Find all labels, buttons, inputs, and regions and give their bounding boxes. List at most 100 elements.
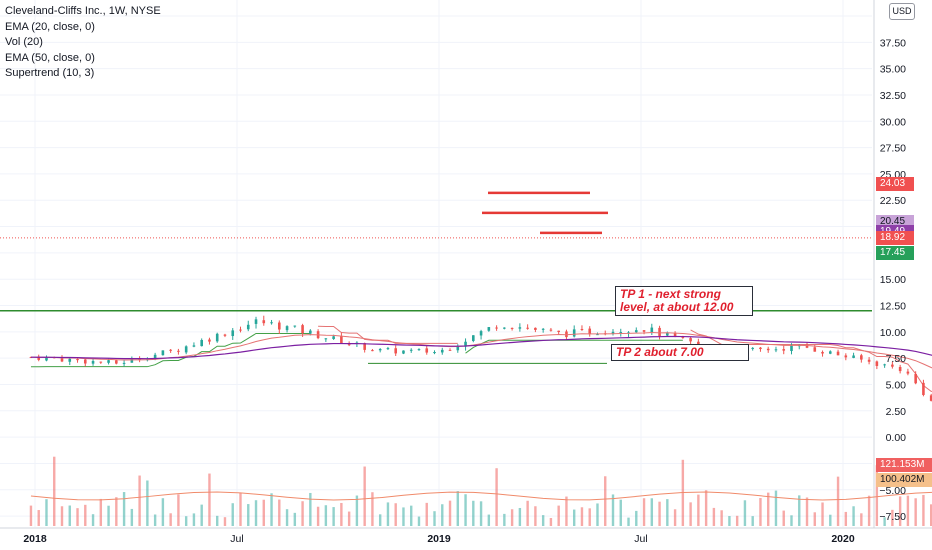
- volume-bar: [735, 515, 739, 526]
- candle-body: [68, 358, 72, 362]
- volume-bar: [464, 494, 467, 526]
- volume-bar: [572, 509, 576, 526]
- candle-body: [91, 361, 95, 364]
- x-tick-label: Jul: [230, 533, 243, 545]
- volume-bar: [254, 500, 258, 526]
- candle-body: [774, 349, 778, 351]
- volume-bar: [658, 501, 661, 526]
- candle-body: [223, 334, 227, 336]
- volume-bar: [138, 475, 141, 526]
- candle-body: [821, 351, 824, 354]
- currency-button[interactable]: USD: [889, 3, 915, 20]
- ema20-line: [30, 331, 932, 369]
- volume-bar: [518, 507, 522, 526]
- legend-ema20[interactable]: EMA (20, close, 0): [5, 20, 95, 33]
- y-tick-label: 10.00: [880, 327, 906, 339]
- candle-body: [122, 362, 126, 364]
- candle-body: [115, 360, 118, 364]
- legend-ema50[interactable]: EMA (50, close, 0): [5, 51, 95, 64]
- candle-body: [526, 327, 529, 329]
- candle-body: [790, 345, 793, 352]
- y-tick-label: 12.50: [880, 301, 906, 313]
- candle-body: [836, 351, 840, 356]
- volume-bar: [107, 505, 110, 526]
- candle-body: [254, 319, 258, 324]
- volume-bar: [875, 465, 879, 526]
- volume-bar: [402, 507, 405, 526]
- volume-ma-line: [30, 491, 932, 501]
- volume-bar: [541, 515, 545, 526]
- candle-body: [324, 338, 328, 340]
- candle-body: [751, 347, 754, 349]
- volume-bar: [697, 494, 700, 526]
- ema50-line: [30, 335, 932, 360]
- candle-body: [215, 333, 219, 342]
- candle-body: [262, 320, 266, 324]
- candle-body: [619, 332, 623, 334]
- candle-body: [130, 358, 134, 363]
- candle-body: [766, 348, 770, 351]
- volume-bar: [355, 495, 359, 526]
- legend-supertrend[interactable]: Supertrend (10, 3): [5, 67, 95, 79]
- volume-bar: [29, 505, 33, 526]
- volume-bar: [759, 498, 762, 526]
- y-tick-label: 22.50: [880, 195, 906, 207]
- volume-bar: [316, 506, 320, 526]
- volume-bar: [790, 515, 793, 526]
- candle-body: [448, 349, 452, 351]
- volume-bar: [805, 497, 809, 526]
- candle-body: [479, 331, 483, 336]
- candle-body: [759, 347, 762, 350]
- y-tick-label: 30.00: [880, 116, 906, 128]
- volume-bars: [29, 456, 932, 526]
- candle-body: [782, 349, 786, 351]
- candle-body: [60, 358, 64, 362]
- candle-body: [184, 346, 188, 353]
- volume-bar: [417, 516, 421, 526]
- volume-bar: [526, 500, 529, 526]
- supertrend-down-line: [318, 325, 458, 344]
- price-tag: 24.03: [876, 177, 914, 192]
- volume-bar: [340, 502, 343, 526]
- candle-body: [697, 341, 700, 346]
- volume-bar: [891, 509, 894, 526]
- candle-body: [906, 371, 910, 374]
- candle-body: [929, 395, 932, 401]
- ema-lines: [30, 331, 932, 369]
- legend-volume[interactable]: Vol (20): [5, 36, 43, 48]
- volume-bar: [456, 491, 459, 526]
- volume-bar: [146, 480, 149, 526]
- volume-bar: [394, 503, 397, 526]
- symbol-title[interactable]: Cleveland-Cliffs Inc., 1W, NYSE: [5, 5, 161, 17]
- volume-bar: [534, 506, 537, 526]
- candle-body: [883, 364, 886, 366]
- y-tick-label: 35.00: [880, 64, 906, 76]
- candle-body: [378, 349, 382, 351]
- tp1-annotation[interactable]: TP 1 - next strong level, at about 12.00: [615, 286, 753, 316]
- candle-body: [386, 348, 390, 350]
- volume-bar: [301, 501, 304, 526]
- volume-bar: [115, 497, 118, 526]
- candle-body: [510, 327, 514, 329]
- volume-bar: [37, 510, 40, 526]
- candle-body: [681, 337, 685, 339]
- candle-body: [99, 361, 103, 363]
- candle-body: [340, 335, 343, 344]
- candle-body: [208, 339, 211, 342]
- tp2-annotation[interactable]: TP 2 about 7.00: [611, 344, 749, 361]
- volume-bar: [836, 476, 840, 526]
- volume-bar: [425, 502, 428, 526]
- volume-bar: [309, 492, 312, 526]
- y-tick-label: 15.00: [880, 274, 906, 286]
- volume-bar: [782, 510, 785, 526]
- volume-bar: [84, 504, 87, 526]
- volume-bar: [208, 473, 211, 526]
- volume-bar: [441, 504, 444, 526]
- volume-bar: [278, 499, 281, 526]
- candle-body: [270, 322, 273, 324]
- volume-bar: [223, 517, 227, 526]
- volume-bar: [184, 516, 188, 526]
- volume-bar: [883, 517, 886, 526]
- candle-body: [417, 349, 421, 351]
